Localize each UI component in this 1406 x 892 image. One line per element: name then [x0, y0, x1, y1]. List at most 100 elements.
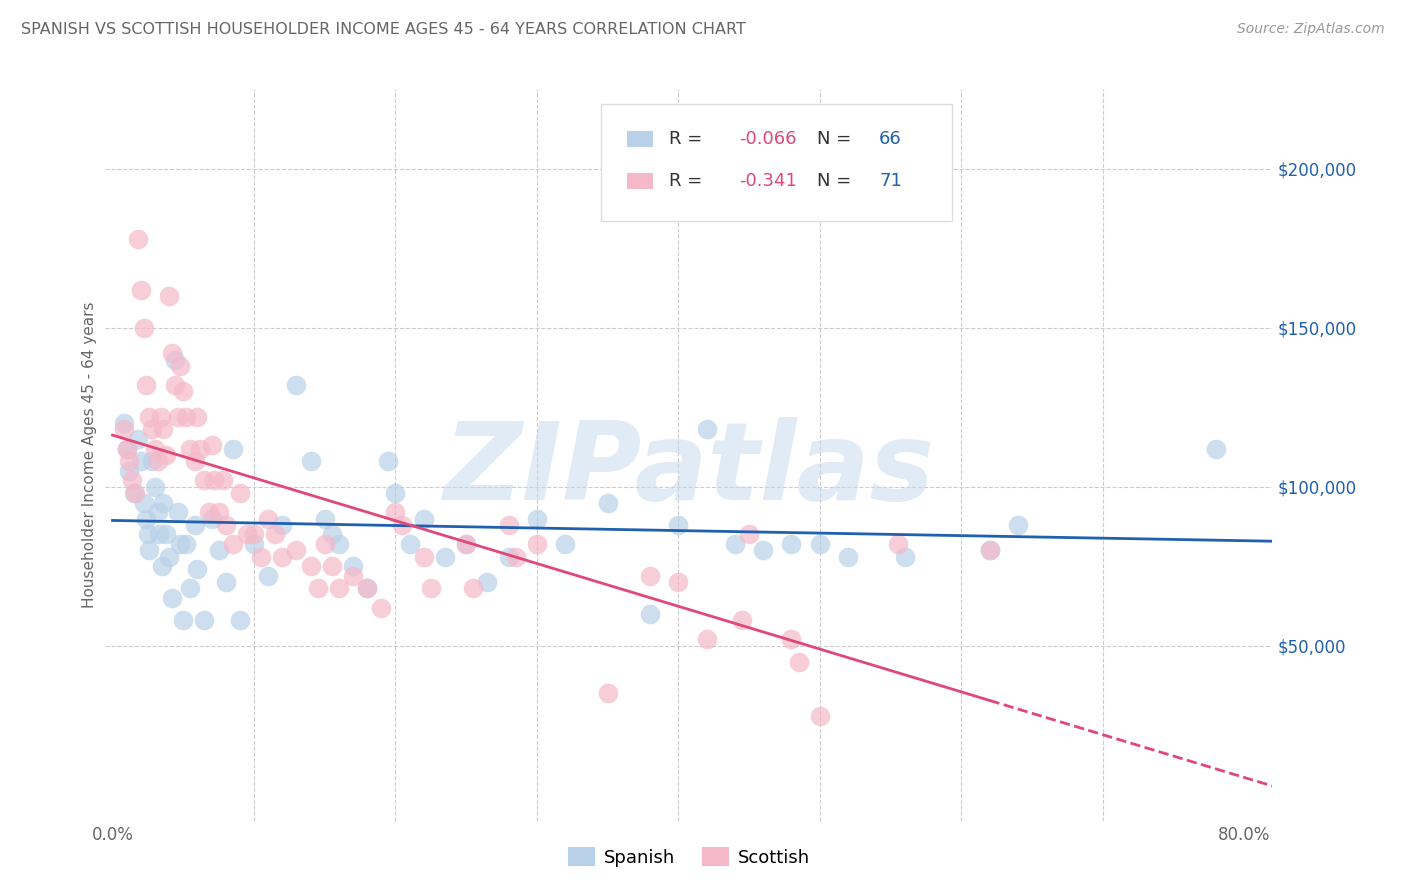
Point [160, 591, 183, 605]
FancyBboxPatch shape [602, 103, 952, 221]
Point [724, 537, 747, 551]
Point [172, 384, 194, 399]
Point [328, 537, 350, 551]
Point [143, 480, 166, 494]
Point [412, 511, 434, 525]
Point [179, 442, 201, 456]
Point [731, 613, 754, 627]
Point [285, 378, 308, 392]
Text: -0.341: -0.341 [740, 171, 797, 190]
Point [115, 442, 138, 456]
Point [886, 537, 908, 551]
Text: N =: N = [817, 130, 858, 148]
Point [808, 708, 831, 723]
Point [356, 582, 378, 596]
Point [146, 505, 169, 519]
Y-axis label: Householder Income Ages 45 - 64 years: Householder Income Ages 45 - 64 years [82, 301, 97, 608]
Point [321, 527, 343, 541]
Text: ZIPatlas: ZIPatlas [443, 417, 935, 523]
Point [463, 582, 485, 596]
Point [696, 632, 718, 647]
Point [477, 575, 499, 590]
Point [391, 517, 413, 532]
Point [526, 537, 548, 551]
Point [132, 495, 155, 509]
Point [141, 422, 163, 436]
Legend: Spanish, Scottish: Spanish, Scottish [561, 840, 817, 874]
Point [193, 474, 215, 488]
Point [243, 537, 266, 551]
Point [328, 582, 350, 596]
Text: -0.066: -0.066 [740, 130, 797, 148]
Point [257, 568, 280, 582]
Point [384, 486, 406, 500]
Point [837, 549, 859, 564]
Text: 71: 71 [879, 171, 903, 190]
Point [236, 527, 259, 541]
Point [152, 495, 174, 509]
Point [356, 582, 378, 596]
Point [166, 505, 188, 519]
Text: SPANISH VS SCOTTISH HOUSEHOLDER INCOME AGES 45 - 64 YEARS CORRELATION CHART: SPANISH VS SCOTTISH HOUSEHOLDER INCOME A… [21, 22, 747, 37]
Point [257, 511, 280, 525]
Point [808, 537, 831, 551]
Point [666, 517, 689, 532]
Point [299, 454, 322, 468]
Point [979, 543, 1001, 558]
Point [370, 600, 392, 615]
Point [638, 568, 661, 582]
Point [112, 422, 135, 436]
Point [215, 575, 238, 590]
Text: R =: R = [669, 130, 709, 148]
Point [127, 432, 149, 446]
Text: R =: R = [669, 171, 714, 190]
Point [135, 511, 157, 525]
Point [596, 495, 619, 509]
Point [243, 527, 266, 541]
Point [163, 352, 186, 367]
Point [1007, 517, 1029, 532]
Point [121, 474, 143, 488]
Point [186, 562, 208, 576]
Point [150, 559, 173, 574]
Point [138, 543, 160, 558]
Point [183, 517, 205, 532]
Point [143, 442, 166, 456]
Point [202, 474, 225, 488]
Point [149, 409, 172, 424]
Point [342, 559, 364, 574]
Point [163, 378, 186, 392]
Point [321, 559, 343, 574]
Point [186, 409, 208, 424]
Point [456, 537, 478, 551]
Point [271, 549, 294, 564]
Point [498, 549, 520, 564]
Point [129, 283, 152, 297]
Point [188, 442, 211, 456]
Point [118, 454, 141, 468]
Point [285, 543, 308, 558]
Point [215, 517, 238, 532]
Point [893, 549, 915, 564]
Point [193, 613, 215, 627]
Point [157, 289, 180, 303]
Point [157, 549, 180, 564]
Point [271, 517, 294, 532]
Point [132, 320, 155, 334]
Point [197, 505, 219, 519]
Point [419, 582, 441, 596]
FancyBboxPatch shape [627, 172, 652, 189]
Point [222, 442, 245, 456]
Point [174, 409, 197, 424]
Point [200, 511, 222, 525]
Point [229, 486, 252, 500]
Point [141, 454, 163, 468]
Point [172, 613, 194, 627]
Point [155, 527, 177, 541]
Point [148, 527, 170, 541]
Point [752, 543, 775, 558]
Point [666, 575, 689, 590]
Point [787, 655, 810, 669]
Point [596, 686, 619, 700]
Point [342, 568, 364, 582]
